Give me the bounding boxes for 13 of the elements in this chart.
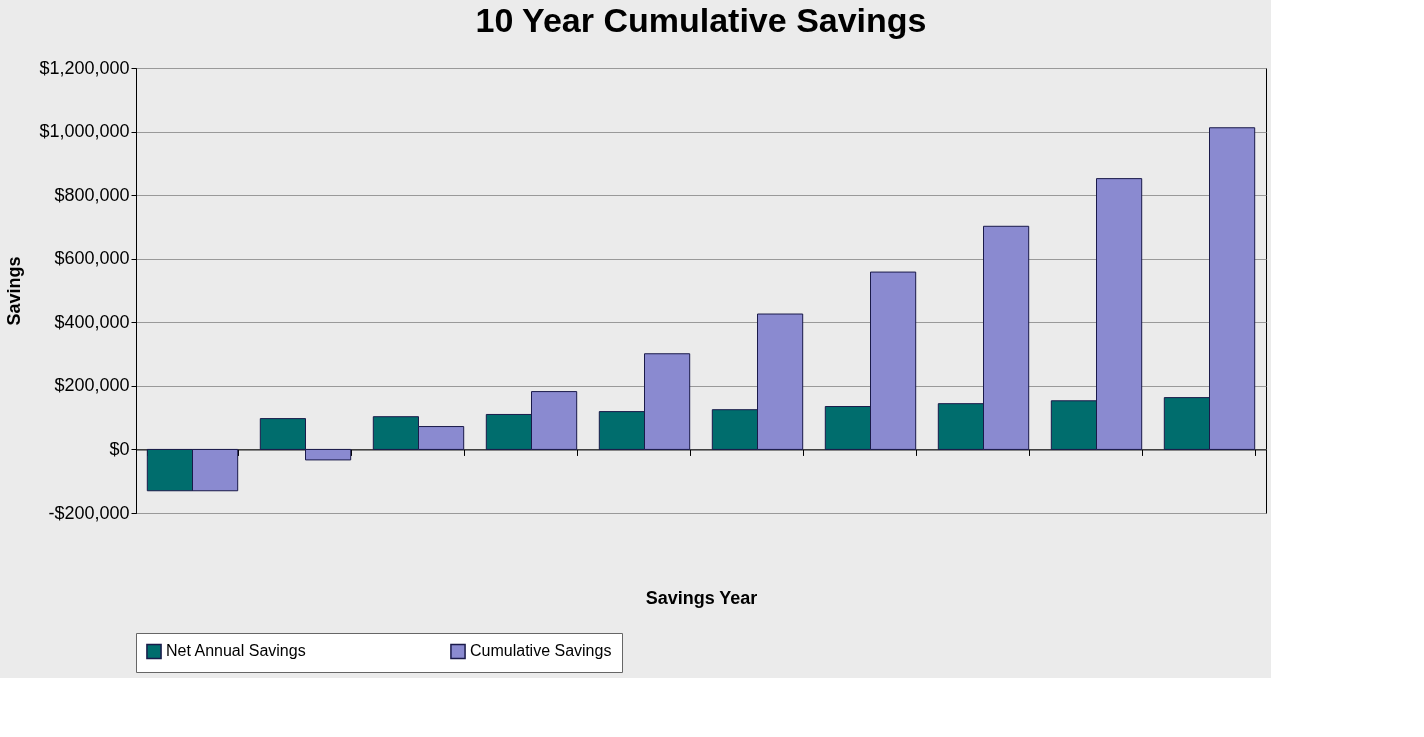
- y-tick-label: $1,000,000: [39, 121, 130, 142]
- y-tick-label: -$200,000: [48, 502, 130, 523]
- y-tick-label: $200,000: [54, 375, 130, 396]
- y-axis-title: Savings: [4, 256, 25, 326]
- y-tick-label: $1,200,000: [39, 57, 130, 78]
- chart-title: 10 Year Cumulative Savings: [475, 1, 927, 39]
- x-axis-title: Savings Year: [645, 588, 758, 608]
- y-tick-label: $600,000: [54, 248, 130, 269]
- legend-label: Net Annual Savings: [166, 642, 306, 660]
- y-tick-label: $400,000: [54, 311, 130, 332]
- legend-label: Cumulative Savings: [470, 642, 612, 660]
- y-tick-label: $0: [109, 438, 130, 459]
- y-tick-label: $800,000: [54, 184, 130, 205]
